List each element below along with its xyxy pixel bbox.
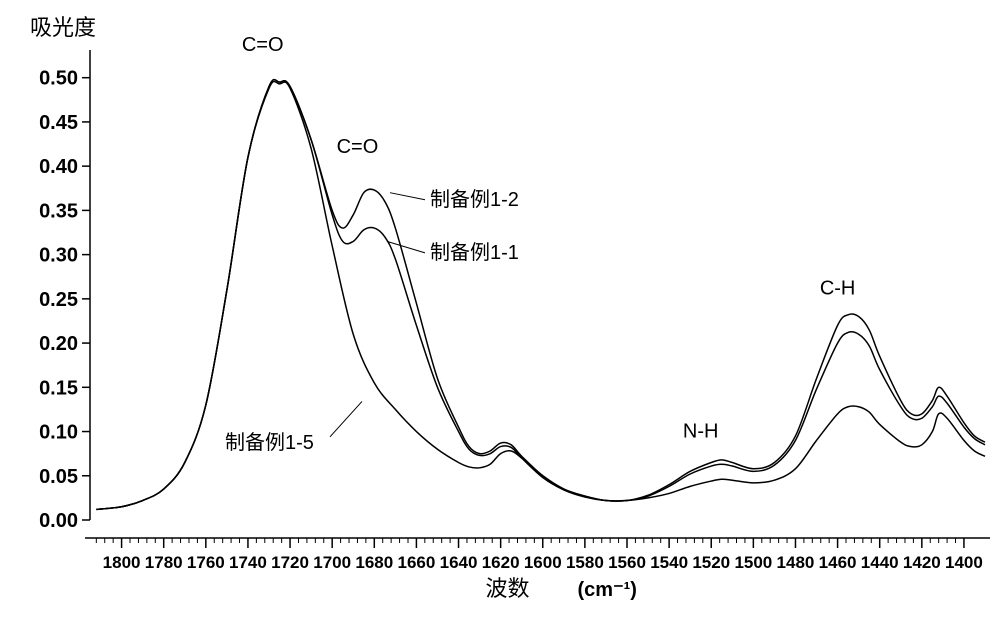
y-tick-label: 0.45 xyxy=(39,112,78,134)
x-tick-label: 1740 xyxy=(229,553,267,572)
x-tick-label: 1580 xyxy=(566,553,604,572)
x-tick-label: 1520 xyxy=(692,553,730,572)
y-tick-label: 0.15 xyxy=(39,377,78,399)
y-tick-label: 0.20 xyxy=(39,333,78,355)
series-label: 制备例1-1 xyxy=(430,241,519,264)
x-tick-label: 1800 xyxy=(103,553,141,572)
series-label: 制备例1-5 xyxy=(225,431,314,454)
peak-label: N-H xyxy=(683,421,719,443)
x-tick-label: 1640 xyxy=(440,553,478,572)
x-tick-label: 1560 xyxy=(608,553,646,572)
y-tick-label: 0.25 xyxy=(39,289,78,311)
y-tick-label: 0.05 xyxy=(39,466,78,488)
x-tick-label: 1540 xyxy=(650,553,688,572)
x-tick-label: 1400 xyxy=(945,553,983,572)
x-tick-label: 1440 xyxy=(861,553,899,572)
y-tick-label: 0.40 xyxy=(39,156,78,178)
x-tick-label: 1760 xyxy=(187,553,225,572)
x-tick-label: 1420 xyxy=(903,553,941,572)
peak-label: C=O xyxy=(337,136,379,158)
x-tick-label: 1480 xyxy=(777,553,815,572)
peak-label: C-H xyxy=(820,277,856,299)
series-label: 制备例1-2 xyxy=(430,188,519,211)
x-axis-unit: (cm⁻¹) xyxy=(578,579,637,601)
y-tick-label: 0.00 xyxy=(39,510,78,532)
peak-label: C=O xyxy=(242,34,284,56)
leader-line xyxy=(390,193,425,200)
y-tick-label: 0.35 xyxy=(39,200,78,222)
chart-svg: 吸光度 0.00 0.05 0.10 0.15 0.20 0.25 0.30 0.35 0.40 0… xyxy=(0,0,1000,627)
x-tick-label: 1600 xyxy=(524,553,562,572)
x-tick-label: 1680 xyxy=(355,553,393,572)
ir-spectrum-chart: 吸光度 0.00 0.05 0.10 0.15 0.20 0.25 0.30 0.35 0.40 0… xyxy=(0,0,1000,627)
x-tick-label: 1720 xyxy=(271,553,309,572)
y-tick-label: 0.30 xyxy=(39,245,78,267)
x-tick-label: 1700 xyxy=(313,553,351,572)
y-tick-label: 0.10 xyxy=(39,422,78,444)
y-axis-title: 吸光度 xyxy=(30,15,96,40)
x-tick-label: 1460 xyxy=(819,553,857,572)
x-tick-label: 1660 xyxy=(397,553,435,572)
x-tick-label: 1620 xyxy=(482,553,520,572)
leader-line xyxy=(330,401,362,436)
x-tick-label: 1500 xyxy=(734,553,772,572)
x-axis-title: 波数 xyxy=(485,576,529,601)
x-tick-label: 1780 xyxy=(145,553,183,572)
y-tick-label: 0.50 xyxy=(39,68,78,90)
